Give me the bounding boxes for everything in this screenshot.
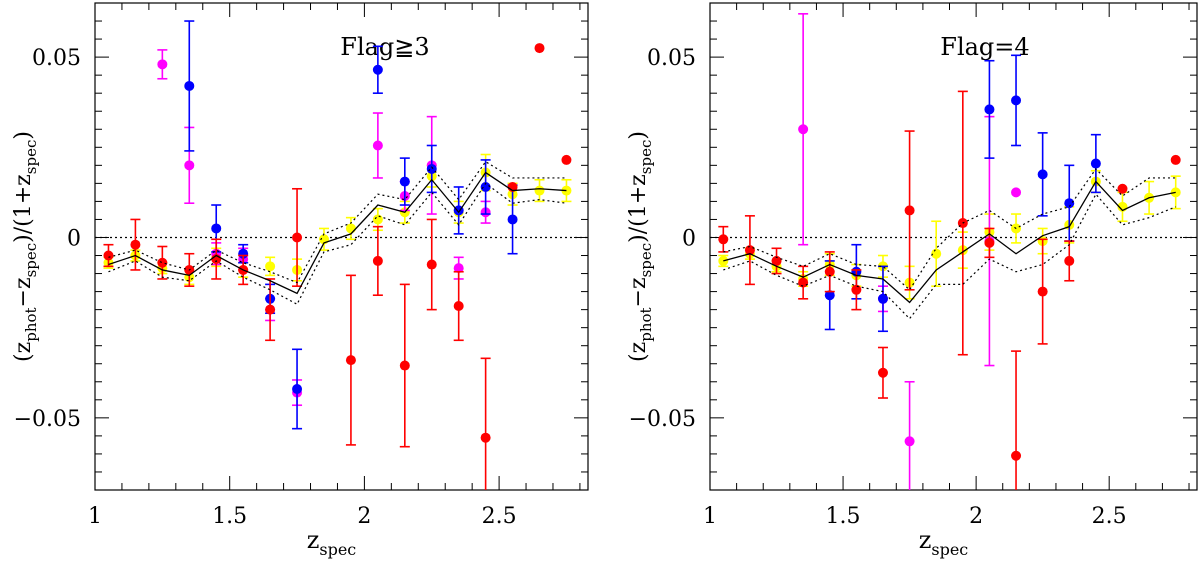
- data-point: [184, 80, 195, 91]
- data-point: [372, 214, 383, 225]
- panel-1: 1 1.5 2 2.5 −0.05 0 0.05 zspec (zphot−zspec)/(1+…: [11, 2, 589, 559]
- data-point: [824, 266, 835, 277]
- plot-frame: [709, 2, 1198, 491]
- x-tick-label: 2: [969, 504, 983, 529]
- data-point: [1037, 169, 1048, 180]
- data-point: [931, 248, 942, 259]
- y-tick-label: −0.05: [14, 407, 81, 432]
- median-upper-bound: [723, 168, 1176, 291]
- x-tick-label: 1: [703, 504, 717, 529]
- data-point: [771, 255, 782, 266]
- data-point: [184, 160, 195, 171]
- data-point: [1117, 183, 1128, 194]
- data-point: [211, 223, 222, 234]
- x-tick-label: 2: [357, 504, 371, 529]
- median-upper-bound: [108, 160, 567, 284]
- data-point: [1064, 255, 1075, 266]
- data-point: [744, 245, 755, 256]
- data-point: [1090, 158, 1101, 169]
- series-4: [103, 43, 572, 490]
- x-axis-label: zspec: [307, 526, 357, 559]
- data-point: [798, 277, 809, 288]
- data-point: [372, 140, 383, 151]
- data-point: [984, 237, 995, 248]
- y-tick-label: 0.05: [647, 46, 696, 71]
- data-point: [372, 64, 383, 75]
- panel-annotation: Flag=4: [940, 33, 1029, 61]
- data-point: [534, 43, 545, 54]
- series-2: [157, 49, 491, 407]
- data-point: [904, 205, 915, 216]
- data-point: [265, 261, 276, 272]
- data-point: [718, 234, 729, 245]
- median-line: [723, 180, 1176, 304]
- series-4: [718, 90, 1181, 490]
- median-lower-bound: [723, 193, 1176, 320]
- data-point: [399, 176, 410, 187]
- data-point: [1011, 187, 1022, 198]
- x-tick-label: 1.5: [212, 504, 247, 529]
- data-point: [372, 255, 383, 266]
- data-point: [426, 163, 437, 174]
- x-tick-label: 1: [88, 504, 102, 529]
- x-tick-label: 1.5: [826, 504, 861, 529]
- data-point: [103, 250, 114, 261]
- data-point: [426, 259, 437, 270]
- y-axis-label: (zphot−zspec)/(1+zspec): [626, 131, 655, 362]
- data-point: [851, 284, 862, 295]
- y-tick-label: −0.05: [629, 407, 696, 432]
- data-point: [877, 367, 888, 378]
- y-tick-label: 0: [682, 226, 696, 251]
- data-point: [265, 304, 276, 315]
- x-axis-label: zspec: [919, 526, 969, 559]
- data-point: [824, 290, 835, 301]
- data-point: [399, 360, 410, 371]
- x-tick-label: 2.5: [482, 504, 517, 529]
- panel-annotation: Flag≧3: [340, 33, 429, 61]
- data-point: [292, 383, 303, 394]
- data-point: [1011, 95, 1022, 106]
- data-point: [345, 355, 356, 366]
- y-tick-label: 0: [67, 226, 81, 251]
- median-line: [108, 171, 567, 295]
- data-point: [480, 181, 491, 192]
- data-point: [984, 104, 995, 115]
- data-point: [1011, 450, 1022, 461]
- data-point: [1037, 286, 1048, 297]
- data-point: [1170, 154, 1181, 165]
- data-point: [507, 214, 518, 225]
- x-tick-label: 2.5: [1092, 504, 1127, 529]
- data-point: [877, 293, 888, 304]
- data-point: [561, 154, 572, 165]
- data-point: [130, 239, 141, 250]
- panel-2: 1 1.5 2 2.5 −0.05 0 0.05 zspec (zphot−zspec)/(1+…: [626, 2, 1198, 559]
- data-point: [453, 263, 464, 274]
- data-point: [534, 185, 545, 196]
- median-lower-bound: [108, 182, 567, 306]
- data-point: [1064, 198, 1075, 209]
- data-point: [453, 301, 464, 312]
- data-point: [157, 59, 168, 70]
- series-3: [184, 20, 518, 430]
- plot-frame: [94, 2, 589, 491]
- data-point: [480, 432, 491, 443]
- data-point: [292, 232, 303, 243]
- data-point: [157, 257, 168, 268]
- data-point: [904, 436, 915, 447]
- y-tick-label: 0.05: [32, 46, 81, 71]
- y-axis-label: (zphot−zspec)/(1+zspec): [11, 131, 40, 362]
- data-point: [798, 124, 809, 135]
- series-1: [103, 153, 572, 286]
